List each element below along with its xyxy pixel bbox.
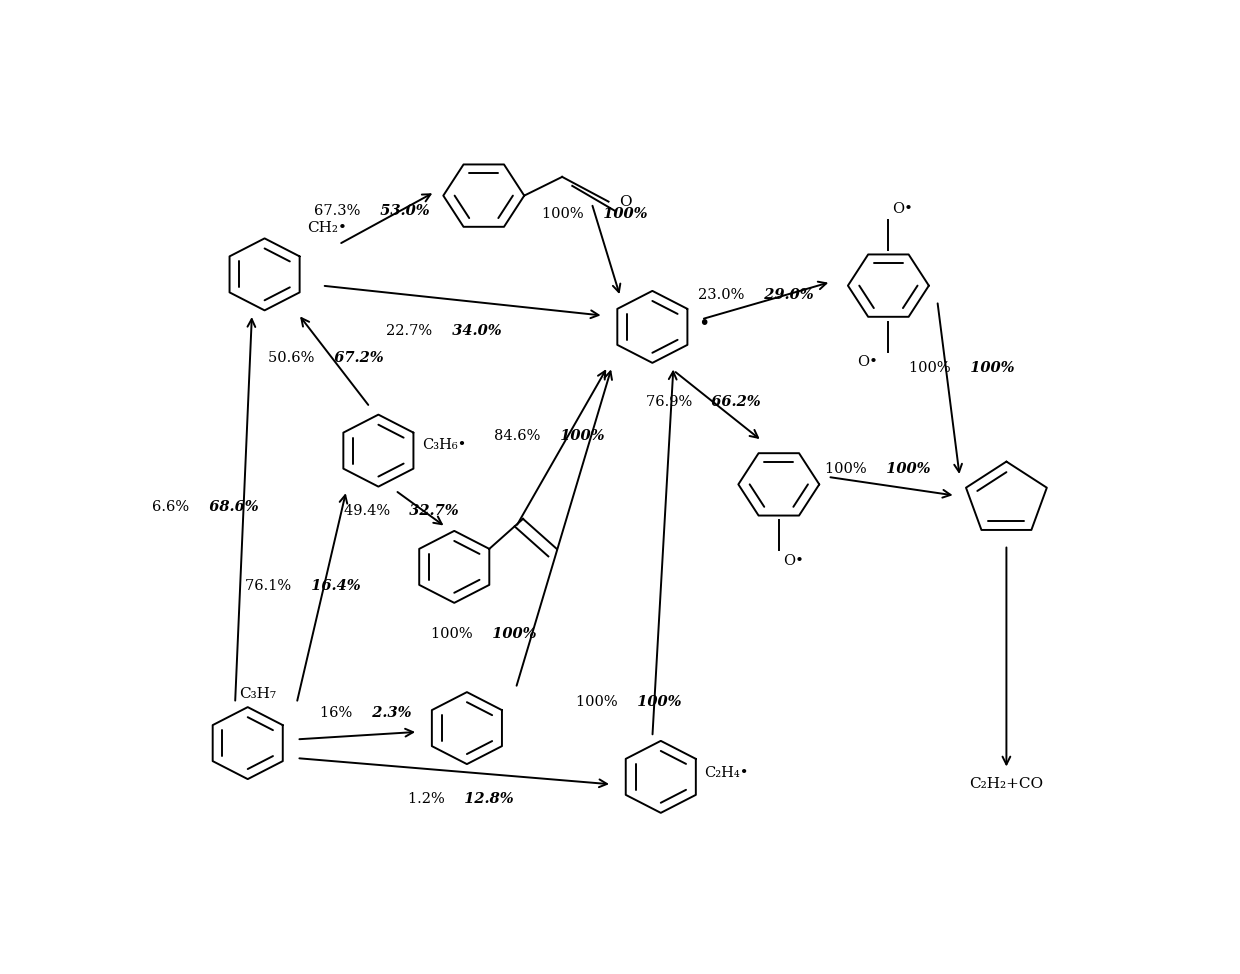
Text: C₃H₇: C₃H₇: [239, 687, 277, 701]
Text: 12.8%: 12.8%: [454, 793, 513, 806]
Text: 53.0%: 53.0%: [370, 204, 429, 217]
Text: 6.6%: 6.6%: [153, 500, 198, 514]
Text: 76.1%: 76.1%: [246, 579, 301, 592]
Text: C₂H₄•: C₂H₄•: [704, 767, 749, 780]
Text: 67.2%: 67.2%: [324, 352, 383, 365]
Text: 49.4%: 49.4%: [343, 505, 399, 518]
Text: 2.3%: 2.3%: [362, 706, 410, 720]
Text: 67.3%: 67.3%: [314, 204, 370, 217]
Text: 23.0%: 23.0%: [698, 288, 754, 302]
Text: 100%: 100%: [825, 463, 875, 476]
Text: C₂H₂+CO: C₂H₂+CO: [970, 777, 1044, 791]
Text: 16%: 16%: [320, 706, 362, 720]
Text: O: O: [619, 195, 631, 208]
Text: 76.9%: 76.9%: [646, 394, 702, 409]
Text: 1.2%: 1.2%: [408, 793, 454, 806]
Text: 66.2%: 66.2%: [702, 394, 761, 409]
Text: •: •: [698, 314, 709, 333]
Text: O•: O•: [857, 356, 878, 369]
Text: 100%: 100%: [875, 463, 930, 476]
Text: 32.7%: 32.7%: [399, 505, 459, 518]
Text: 100%: 100%: [909, 361, 960, 375]
Text: 100%: 100%: [594, 207, 647, 221]
Text: 100%: 100%: [577, 694, 627, 709]
Text: 100%: 100%: [549, 429, 604, 442]
Text: 100%: 100%: [482, 627, 537, 641]
Text: 34.0%: 34.0%: [441, 323, 501, 338]
Text: O•: O•: [893, 202, 914, 216]
Text: 16.4%: 16.4%: [301, 579, 361, 592]
Text: 100%: 100%: [960, 361, 1014, 375]
Text: 29.0%: 29.0%: [754, 288, 813, 302]
Text: 100%: 100%: [542, 207, 594, 221]
Text: 84.6%: 84.6%: [494, 429, 549, 442]
Text: O•: O•: [782, 554, 804, 568]
Text: 68.6%: 68.6%: [198, 500, 258, 514]
Text: 22.7%: 22.7%: [386, 323, 441, 338]
Text: 50.6%: 50.6%: [268, 352, 324, 365]
Text: 100%: 100%: [627, 694, 682, 709]
Text: C₃H₆•: C₃H₆•: [423, 437, 466, 452]
Text: 100%: 100%: [432, 627, 482, 641]
Text: CH₂•: CH₂•: [306, 221, 347, 235]
